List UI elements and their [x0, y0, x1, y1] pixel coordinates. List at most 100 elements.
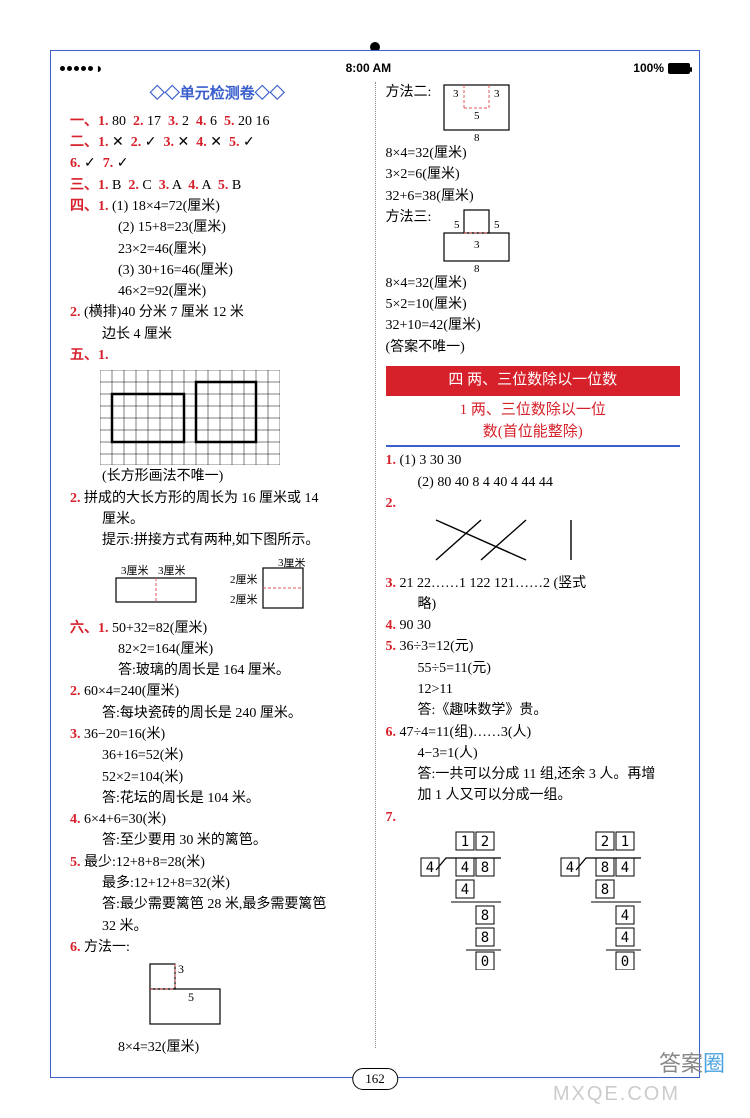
si2b: 23×2=46(厘米) [70, 240, 365, 260]
svg-text:3厘米: 3厘米 [121, 564, 149, 577]
r6: 6. 47÷4=11(组)……3(人) [386, 723, 681, 743]
grid-figure [100, 370, 280, 465]
wu-label: 五、1. [70, 346, 365, 366]
svg-text:3: 3 [474, 239, 480, 251]
svg-text:2厘米: 2厘米 [230, 593, 258, 606]
r6d: 加 1 人又可以分成一组。 [386, 786, 681, 806]
m2b: 3×2=6(厘米) [386, 165, 681, 185]
status-time: 8:00 AM [346, 61, 392, 75]
division-2: 2 1 4 8 4 8 4 4 0 [556, 830, 666, 970]
watermark-url: MXQE.COM [553, 1083, 680, 1106]
r6b: 4−3=1(人) [386, 744, 681, 764]
wifi-icon: ◗ [95, 60, 103, 76]
svg-text:4: 4 [620, 860, 628, 876]
liu5b: 最多:12+12+8=32(米) [70, 874, 365, 894]
liu3: 3. 36−20=16(米) [70, 725, 365, 745]
r4: 4. 90 30 [386, 616, 681, 636]
svg-text:2: 2 [480, 834, 488, 850]
svg-text:8: 8 [600, 882, 608, 898]
m2-label: 方法二: 33 5 8 [386, 83, 681, 143]
division-1: 1 2 4 4 8 4 8 8 0 [416, 830, 526, 970]
r2: 2. [386, 494, 681, 514]
liu2: 2. 60×4=240(厘米) [70, 682, 365, 702]
liu3d: 答:花坛的周长是 104 米。 [70, 789, 365, 809]
svg-text:4: 4 [620, 930, 628, 946]
watermark-brand: 答案圈 [659, 1046, 725, 1078]
unit-test-header: ◇◇单元检测卷◇◇ [70, 84, 365, 106]
method2-figure: 33 5 8 [439, 83, 519, 143]
splice-fig-1: 3厘米 3厘米 [106, 564, 206, 606]
r7: 7. [386, 808, 681, 828]
r5c: 12>11 [386, 680, 681, 700]
status-battery: 100% [633, 61, 690, 75]
splice-fig-2: 3厘米 2厘米 2厘米 [228, 558, 308, 613]
r5b: 55÷5=11(元) [386, 659, 681, 679]
svg-text:8: 8 [474, 263, 480, 273]
liu1: 六、1. 50+32=82(厘米) [70, 619, 365, 639]
liu1b: 82×2=164(厘米) [70, 640, 365, 660]
liu4: 4. 6×4+6=30(米) [70, 810, 365, 830]
svg-text:5: 5 [494, 219, 500, 231]
svg-text:3: 3 [178, 962, 184, 976]
svg-text:4: 4 [620, 908, 628, 924]
r3b: 略) [386, 595, 681, 615]
svg-text:0: 0 [620, 954, 628, 970]
page-number: 162 [352, 1068, 398, 1090]
r1: 1. (1) 3 30 30 [386, 451, 681, 471]
liu2b: 答:每块瓷砖的周长是 240 厘米。 [70, 704, 365, 724]
svg-text:1: 1 [460, 834, 468, 850]
svg-text:4: 4 [460, 882, 468, 898]
svg-text:8: 8 [182, 1026, 188, 1029]
line-67: 6. ✓ 7. ✓ [70, 154, 365, 174]
left-column: ◇◇单元检测卷◇◇ 一、1. 80 2. 17 3. 2 4. 6 5. 20 … [62, 82, 376, 1048]
svg-text:3厘米: 3厘米 [278, 558, 306, 569]
si2: (2) 15+8=23(厘米) [70, 218, 365, 238]
svg-text:8: 8 [480, 908, 488, 924]
line-yi: 一、1. 80 2. 17 3. 2 4. 6 5. 20 16 [70, 112, 365, 132]
liu4b: 答:至少要用 30 米的篱笆。 [70, 831, 365, 851]
si3b: 46×2=92(厘米) [70, 282, 365, 302]
svg-text:3厘米: 3厘米 [158, 564, 186, 577]
svg-text:4: 4 [460, 860, 468, 876]
r5: 5. 36÷3=12(元) [386, 637, 681, 657]
svg-text:2: 2 [600, 834, 608, 850]
long-division-figures: 1 2 4 4 8 4 8 8 0 2 1 [386, 830, 681, 970]
svg-text:5: 5 [454, 219, 460, 231]
m2a: 8×4=32(厘米) [386, 144, 681, 164]
liu5c: 答:最少需要篱笆 28 米,最多需要篱笆 [70, 895, 365, 915]
wu-note: (长方形画法不唯一) [70, 467, 365, 487]
splice-figures: 3厘米 3厘米 3厘米 2厘米 2厘米 [70, 556, 365, 615]
liu5d: 32 米。 [70, 917, 365, 937]
liu3b: 36+16=52(米) [70, 746, 365, 766]
wu2b: 厘米。 [70, 510, 365, 530]
svg-text:8: 8 [600, 860, 608, 876]
line-si: 四、1. (1) 18×4=72(厘米) [70, 197, 365, 217]
method1-figure: 3 5 8 [140, 959, 230, 1029]
m3c: 32+10=42(厘米) [386, 316, 681, 336]
right-column: 方法二: 33 5 8 8×4=32(厘米) 3×2=6(厘米) 32+6=38… [376, 82, 689, 1048]
svg-text:0: 0 [480, 954, 488, 970]
svg-text:8: 8 [480, 930, 488, 946]
m3d: (答案不唯一) [386, 338, 681, 358]
matching-figure [416, 515, 616, 565]
status-bar: ◗ 8:00 AM 100% [60, 58, 690, 78]
svg-text:4: 4 [425, 860, 433, 876]
m2c: 32+6=38(厘米) [386, 187, 681, 207]
m3b: 5×2=10(厘米) [386, 295, 681, 315]
svg-text:5: 5 [474, 110, 480, 122]
liu6b: 8×4=32(厘米) [70, 1038, 365, 1058]
r5d: 答:《趣味数学》贵。 [386, 701, 681, 721]
m3-label: 方法三: 55 3 8 [386, 208, 681, 273]
l2b: 边长 4 厘米 [70, 325, 365, 345]
r1b: (2) 80 40 8 4 40 4 44 44 [386, 473, 681, 493]
liu6: 6. 方法一: [70, 938, 365, 958]
content-columns: ◇◇单元检测卷◇◇ 一、1. 80 2. 17 3. 2 4. 6 5. 20 … [62, 82, 688, 1048]
chapter-banner: 四 两、三位数除以一位数 [386, 366, 681, 396]
liu3c: 52×2=104(米) [70, 768, 365, 788]
battery-icon [668, 63, 690, 74]
svg-text:3: 3 [494, 88, 500, 100]
status-left: ◗ [60, 60, 103, 76]
svg-text:8: 8 [474, 132, 480, 143]
wu2c: 提示:拼接方式有两种,如下图所示。 [70, 531, 365, 551]
line-san: 三、1. B 2. C 3. A 4. A 5. B [70, 176, 365, 196]
